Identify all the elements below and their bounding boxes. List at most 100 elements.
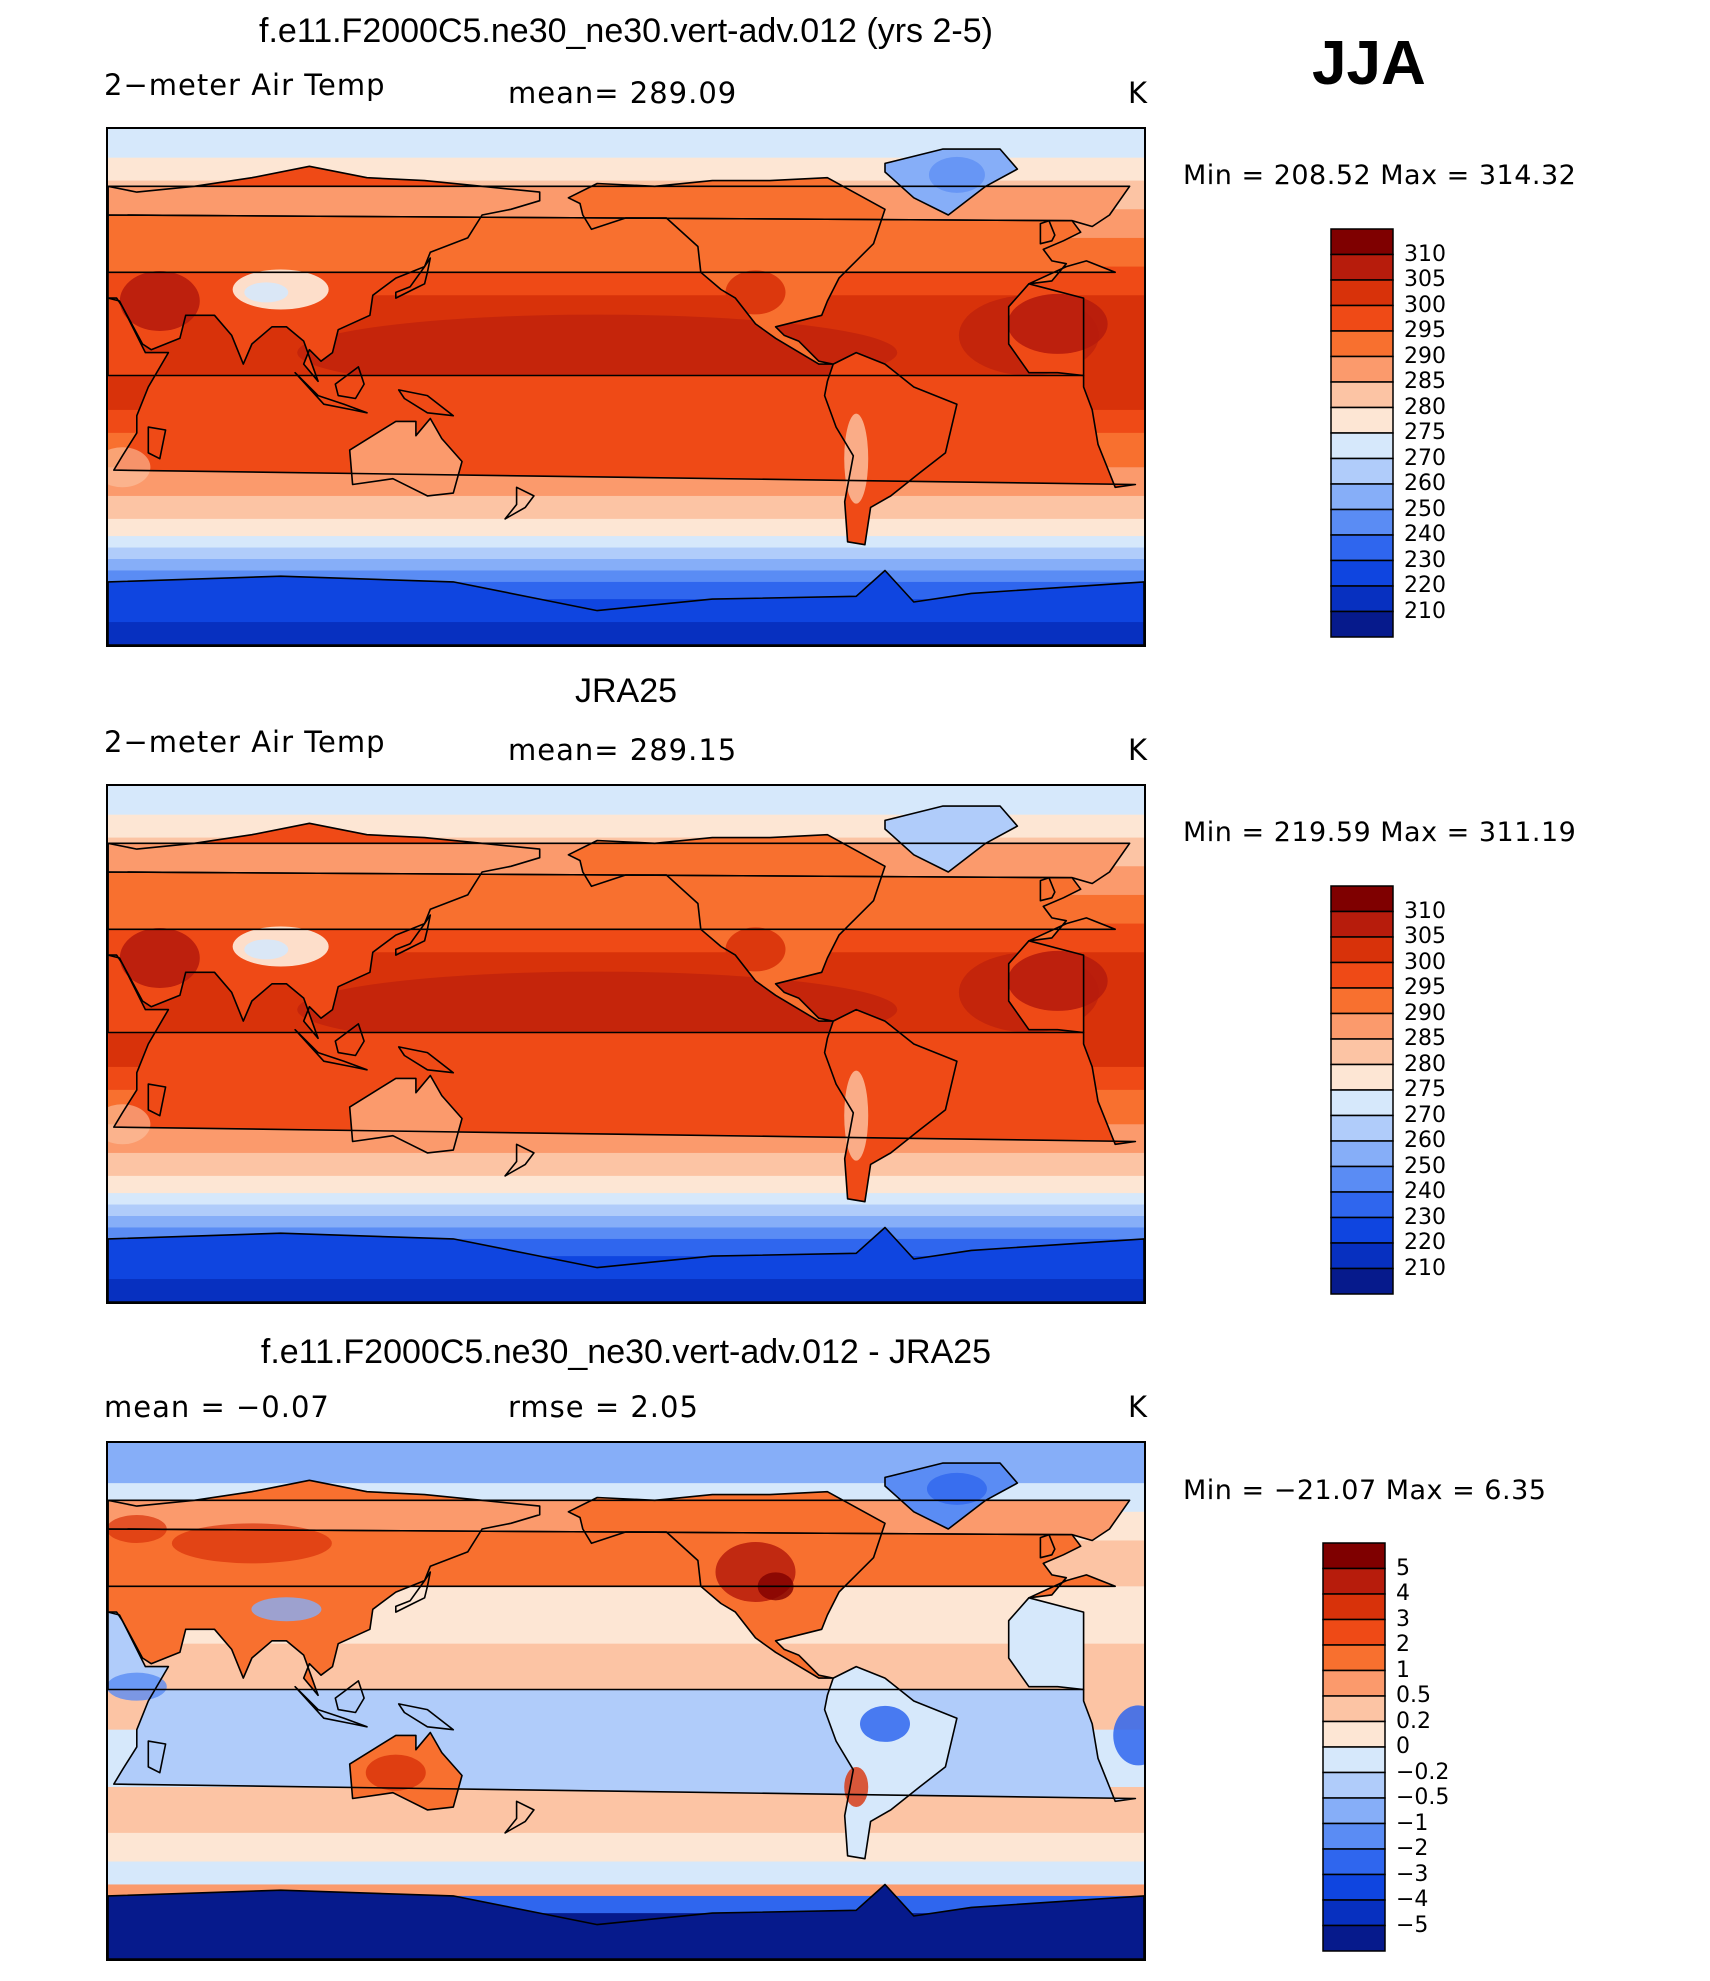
- colorbar-box: [1330, 1140, 1394, 1168]
- colorbar-tick-label: 300: [1404, 292, 1446, 318]
- colorbar-box: [1322, 1899, 1386, 1927]
- colorbar-box: [1330, 355, 1394, 383]
- colorbar-box: [1322, 1873, 1386, 1901]
- colorbar-tick-label: 0: [1396, 1734, 1410, 1759]
- colorbar-tick-label: 285: [1404, 1026, 1446, 1051]
- colorbar-boxes: [1330, 885, 1394, 1295]
- panel-1-variable-label: 2−meter Air Temp: [104, 68, 386, 102]
- colorbar-tick-label: 230: [1404, 1204, 1446, 1230]
- colorbar-boxes: [1322, 1542, 1386, 1952]
- colorbar-box: [1330, 936, 1394, 964]
- colorbar-tick-label: 260: [1404, 1128, 1446, 1153]
- colorbar-tick-label: 210: [1404, 1255, 1446, 1281]
- colorbar-box: [1322, 1771, 1386, 1799]
- colorbar-tick-label: 250: [1404, 496, 1446, 522]
- colorbar-tick-label: 5: [1396, 1555, 1410, 1581]
- colorbar-box: [1322, 1822, 1386, 1850]
- colorbar-box: [1330, 304, 1394, 332]
- colorbar-box: [1322, 1618, 1386, 1646]
- colorbar-box: [1322, 1593, 1386, 1621]
- colorbar-tick-label: 220: [1404, 1230, 1446, 1255]
- panel-2-colorbar: 310 305 300 295 290 285 280 275 270 260 250 240 230 2…: [1330, 885, 1446, 1300]
- colorbar-tick-label: 300: [1404, 949, 1446, 975]
- colorbar-tick-label: 305: [1404, 267, 1446, 292]
- panel-3-rmse-label: rmse = 2.05: [508, 1390, 699, 1424]
- panel-1-minmax: Min = 208.52 Max = 314.32: [1183, 160, 1577, 191]
- panel-3-map: [106, 1441, 1146, 1961]
- panel-2-title: JRA25: [574, 672, 678, 710]
- panel-2-units: K: [1128, 733, 1149, 767]
- colorbar-box: [1330, 910, 1394, 938]
- colorbar-tick-label: 295: [1404, 318, 1446, 343]
- colorbar-tick-label: 290: [1404, 1000, 1446, 1026]
- colorbar-tick-label: 275: [1404, 420, 1446, 445]
- colorbar-box: [1330, 457, 1394, 485]
- colorbar-box: [1330, 1216, 1394, 1244]
- colorbar-box: [1330, 534, 1394, 562]
- colorbar-tick-label: 290: [1404, 343, 1446, 369]
- contour-field: [108, 1443, 1144, 1959]
- colorbar-box: [1330, 1242, 1394, 1270]
- colorbar-box: [1322, 1720, 1386, 1748]
- panel-1-colorbar: 310 305 300 295 290 285 280 275 270 260 250 240 230 2…: [1330, 228, 1446, 643]
- colorbar-box: [1330, 279, 1394, 307]
- colorbar-tick-label: 0.5: [1396, 1683, 1431, 1708]
- contour-field: [108, 129, 1144, 645]
- panel-1-title: f.e11.F2000C5.ne30_ne30.vert-adv.012 (yr…: [259, 12, 993, 50]
- colorbar-box: [1322, 1746, 1386, 1774]
- panel-3-title: f.e11.F2000C5.ne30_ne30.vert-adv.012 - J…: [260, 1333, 992, 1371]
- colorbar-box: [1322, 1695, 1386, 1723]
- colorbar-box: [1330, 961, 1394, 989]
- colorbar-tick-label: 275: [1404, 1077, 1446, 1102]
- colorbar-box: [1330, 228, 1394, 256]
- colorbar-box: [1330, 1114, 1394, 1142]
- colorbar-box: [1330, 1267, 1394, 1295]
- colorbar-box: [1330, 559, 1394, 587]
- colorbar-tick-label: −5: [1396, 1912, 1429, 1938]
- colorbar-tick-label: 285: [1404, 369, 1446, 394]
- panel-2-variable-label: 2−meter Air Temp: [104, 725, 386, 759]
- colorbar-box: [1322, 1924, 1386, 1952]
- colorbar-tick-label: −3: [1396, 1861, 1429, 1887]
- colorbar-box: [1330, 1191, 1394, 1219]
- colorbar-box: [1330, 1165, 1394, 1193]
- colorbar-box: [1330, 1012, 1394, 1040]
- colorbar-box: [1322, 1542, 1386, 1570]
- colorbar-tick-label: 240: [1404, 522, 1446, 547]
- colorbar-tick-label: 295: [1404, 975, 1446, 1000]
- colorbar-tick-label: 3: [1396, 1606, 1410, 1632]
- colorbar-box: [1330, 585, 1394, 613]
- colorbar-tick-label: 310: [1404, 241, 1446, 267]
- colorbar-tick-label: 2: [1396, 1632, 1410, 1657]
- colorbar-box: [1322, 1797, 1386, 1825]
- panel-1-map: [106, 127, 1146, 647]
- contour-field: [108, 786, 1144, 1302]
- panel-3-mean-label: mean = −0.07: [104, 1390, 330, 1424]
- colorbar-tick-label: 305: [1404, 924, 1446, 949]
- colorbar-tick-label: 230: [1404, 547, 1446, 573]
- colorbar-tick-label: 1: [1396, 1657, 1410, 1683]
- colorbar-box: [1330, 330, 1394, 358]
- colorbar-box: [1330, 1063, 1394, 1091]
- colorbar-tick-label: 310: [1404, 898, 1446, 924]
- colorbar-tick-label: −0.2: [1396, 1759, 1450, 1785]
- colorbar-box: [1330, 508, 1394, 536]
- panel-3-minmax: Min = −21.07 Max = 6.35: [1183, 1475, 1547, 1506]
- colorbar-box: [1330, 1089, 1394, 1117]
- colorbar-box: [1322, 1669, 1386, 1697]
- panel-2-minmax: Min = 219.59 Max = 311.19: [1183, 817, 1577, 848]
- colorbar-tick-label: 280: [1404, 1051, 1446, 1077]
- colorbar-box: [1330, 406, 1394, 434]
- colorbar-box: [1330, 1038, 1394, 1066]
- colorbar-boxes: [1330, 228, 1394, 638]
- colorbar-tick-label: 250: [1404, 1153, 1446, 1179]
- colorbar-tick-label: −4: [1396, 1887, 1429, 1912]
- colorbar-box: [1330, 432, 1394, 460]
- colorbar-box: [1330, 483, 1394, 511]
- colorbar-box: [1330, 987, 1394, 1015]
- panel-3-colorbar: 5 4 3 2 1 0.5 0.2 0 −0.2 −0.5 −1 −2 −3 −4 −5: [1322, 1542, 1449, 1957]
- panel-3-units: K: [1128, 1390, 1149, 1424]
- colorbar-tick-label: 270: [1404, 1102, 1446, 1128]
- panel-2-map: [106, 784, 1146, 1304]
- colorbar-tick-label: 0.2: [1396, 1708, 1431, 1734]
